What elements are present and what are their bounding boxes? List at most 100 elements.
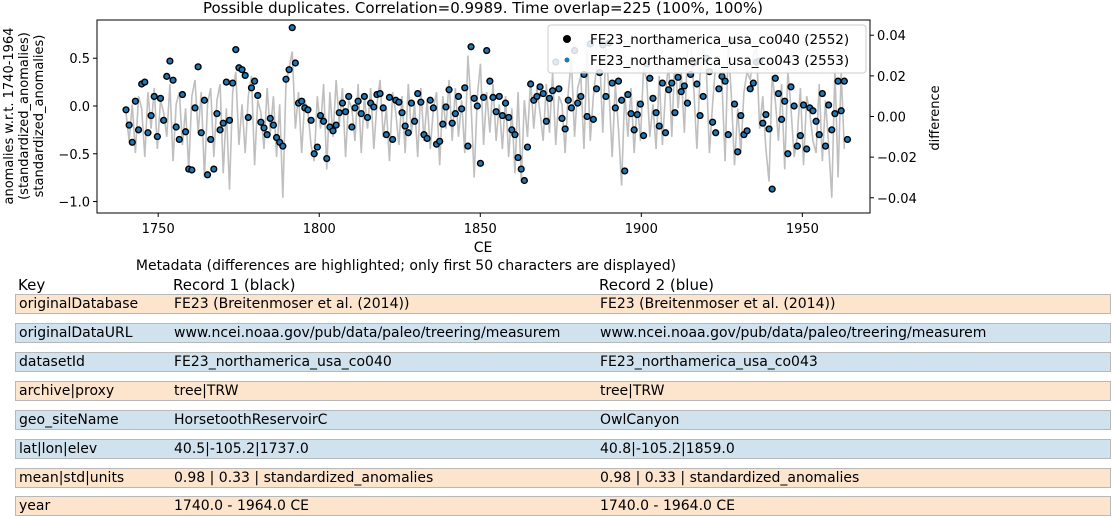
row-record2-value: FE23 (Breitenmoser et al. (2014)) <box>600 296 836 312</box>
record2-point <box>766 126 772 132</box>
record2-point <box>230 80 235 86</box>
record2-point <box>136 127 141 133</box>
record2-point <box>685 100 690 106</box>
record2-point <box>252 78 257 84</box>
row-record2-value: tree|TRW <box>600 383 665 399</box>
y2-tick-label: −0.04 <box>877 192 917 207</box>
record2-point <box>195 64 201 70</box>
record2-point <box>540 91 546 96</box>
record2-point <box>694 81 700 87</box>
record2-point <box>760 120 765 126</box>
record2-point <box>170 77 176 83</box>
record2-point <box>412 119 417 124</box>
y-tick-label: 0.0 <box>69 100 90 115</box>
record2-point <box>481 95 486 100</box>
metadata-row-mean-std-units: mean|std|units 0.98 | 0.33 | standardize… <box>15 468 1111 488</box>
record2-point <box>842 78 847 84</box>
record2-point <box>371 104 376 110</box>
record2-point <box>173 124 179 130</box>
row-key: year <box>19 498 51 514</box>
record2-point <box>290 25 295 30</box>
legend-label-record1: FE23_northamerica_usa_co040 (2552) <box>590 32 849 48</box>
record2-point <box>214 111 220 116</box>
record2-point <box>675 75 681 80</box>
data-points <box>122 24 852 193</box>
record2-point <box>311 151 317 156</box>
header-key: Key <box>18 276 46 294</box>
record2-point <box>468 44 474 49</box>
record2-point <box>782 99 787 104</box>
record2-point <box>657 123 662 129</box>
y2-axis-label: difference <box>928 85 943 150</box>
record2-point <box>519 166 524 172</box>
record2-point <box>211 166 217 172</box>
y2-tick-label: 0.04 <box>877 29 906 44</box>
record2-point <box>569 105 574 111</box>
record2-point <box>578 94 584 99</box>
row-key: datasetId <box>19 354 85 370</box>
chart-title: Possible duplicates. Correlation=0.9989.… <box>203 0 763 17</box>
row-record1-value: 1740.0 - 1964.0 CE <box>174 498 309 514</box>
record2-point <box>261 125 267 131</box>
record2-point <box>396 99 402 105</box>
record2-point <box>280 143 286 149</box>
record2-point <box>845 137 850 142</box>
record2-point <box>424 136 430 141</box>
record2-point <box>550 88 555 93</box>
record2-point <box>584 114 590 119</box>
legend: FE23_northamerica_usa_co040 (2552) FE23_… <box>547 24 867 74</box>
y-tick-label: 0.5 <box>69 52 90 67</box>
record2-point <box>308 118 314 123</box>
record2-point <box>823 143 828 149</box>
record2-point <box>271 122 276 128</box>
record2-point <box>726 132 731 137</box>
record2-point <box>161 118 166 123</box>
record2-point <box>500 113 505 118</box>
record2-point <box>697 113 703 118</box>
record2-point <box>738 113 744 118</box>
record2-point <box>315 144 320 150</box>
record2-point <box>776 91 781 96</box>
record2-point <box>810 108 816 113</box>
record2-point <box>829 127 834 133</box>
metadata-title: Metadata (differences are highlighted; o… <box>135 258 677 274</box>
record2-point <box>475 103 480 109</box>
record2-point <box>512 132 518 137</box>
row-record1-value: tree|TRW <box>174 383 239 399</box>
record2-point <box>716 86 722 91</box>
row-key: originalDatabase <box>19 296 139 312</box>
row-key: geo_siteName <box>19 412 119 428</box>
record2-point <box>534 94 540 99</box>
record2-point <box>459 106 464 112</box>
record2-point <box>509 127 515 133</box>
record2-point <box>177 137 182 142</box>
record2-point <box>804 146 809 152</box>
record2-point <box>123 107 129 113</box>
record2-point <box>359 111 364 116</box>
record2-point <box>343 109 348 114</box>
record2-point <box>264 132 270 137</box>
y-axis: −1.0 −0.5 0.0 0.5 <box>58 52 97 211</box>
record2-point <box>189 167 195 173</box>
record2-point <box>387 95 392 100</box>
record2-point <box>647 76 653 81</box>
record2-point <box>462 85 467 91</box>
record2-point <box>415 91 420 96</box>
row-record1-value: www.ncei.noaa.gov/pub/data/paleo/treerin… <box>174 325 561 341</box>
record2-point <box>748 86 753 91</box>
record2-point <box>719 74 725 79</box>
record2-point <box>158 96 163 101</box>
record2-point <box>333 122 339 128</box>
metadata-row-original-data-url: originalDataURL www.ncei.noaa.gov/pub/da… <box>15 323 1111 343</box>
record2-point <box>205 172 210 177</box>
record2-point <box>456 94 461 99</box>
record2-point <box>613 105 618 111</box>
record2-point <box>217 127 223 133</box>
record2-point <box>355 99 361 104</box>
record2-point <box>305 107 311 113</box>
record2-point <box>418 99 424 105</box>
record2-point <box>801 102 806 108</box>
difference-series <box>125 39 846 198</box>
record2-point <box>293 60 298 66</box>
metadata-row-original-database: originalDatabase FE23 (Breitenmoser et a… <box>15 294 1111 314</box>
